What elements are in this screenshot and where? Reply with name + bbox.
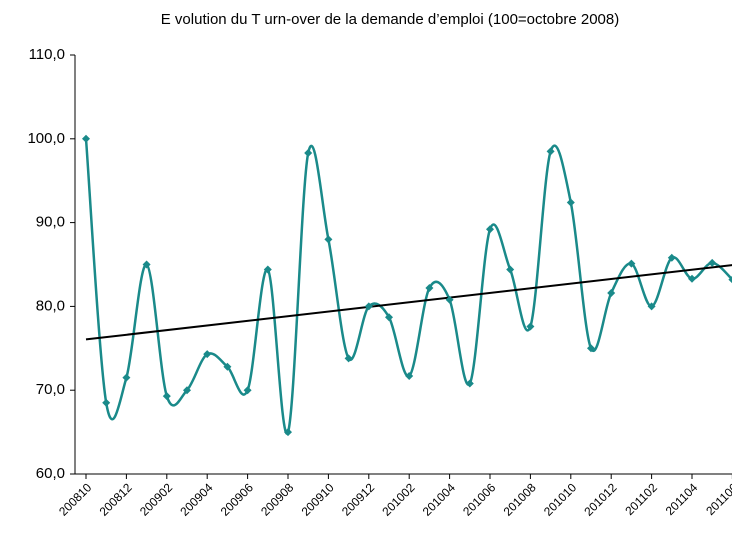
x-tick-label: 200904 [177,480,215,518]
x-tick-label: 200902 [137,480,175,518]
marker [627,259,636,268]
marker [688,274,696,283]
series-line [84,138,732,435]
marker [546,147,555,156]
marker [223,362,232,371]
marker [405,371,414,380]
marker [243,386,252,395]
marker [122,373,131,382]
x-tick-label: 201008 [501,480,539,518]
trend-line [85,264,732,341]
marker [506,265,515,274]
marker [82,134,90,143]
marker [385,313,393,322]
x-tick-label: 201010 [541,480,579,518]
marker [607,288,616,297]
marker [304,149,313,158]
marker [364,302,373,311]
x-tick-label: 200906 [218,480,256,518]
marker [486,225,494,234]
x-tick-label: 201006 [460,480,498,518]
marker [324,235,333,244]
marker [708,258,717,267]
marker [263,265,272,274]
x-tick-label: 200812 [97,480,135,518]
marker [667,253,676,262]
x-tick-label: 201106 [703,480,732,518]
marker [284,428,292,437]
x-tick-label: 201002 [379,480,417,518]
x-tick-label: 201104 [663,480,701,518]
x-tick-label: 201102 [622,480,660,518]
y-tick-label: 60,0 [36,465,65,482]
x-tick-label: 200912 [339,480,377,518]
marker [587,344,595,353]
marker [445,295,454,304]
marker [183,386,191,395]
marker [162,392,171,401]
y-tick-label: 110,0 [29,46,65,63]
marker [526,322,535,331]
y-tick-label: 100,0 [27,130,65,147]
x-tick-label: 201012 [581,480,619,518]
y-tick-label: 80,0 [36,297,65,314]
y-tick-label: 90,0 [36,214,65,231]
x-tick-label: 200910 [299,480,337,518]
marker [465,379,474,388]
marker [566,198,575,207]
x-tick-label: 201004 [420,480,458,518]
marker [344,354,353,363]
x-tick-label: 200810 [56,480,94,518]
marker [142,260,151,269]
marker [425,283,434,292]
marker [728,275,732,284]
chart-title: E volution du T urn-over de la demande d… [161,11,620,28]
x-tick-label: 200908 [258,480,296,518]
marker [102,398,111,407]
marker [203,350,212,359]
y-tick-label: 70,0 [36,381,65,398]
marker [647,302,656,311]
